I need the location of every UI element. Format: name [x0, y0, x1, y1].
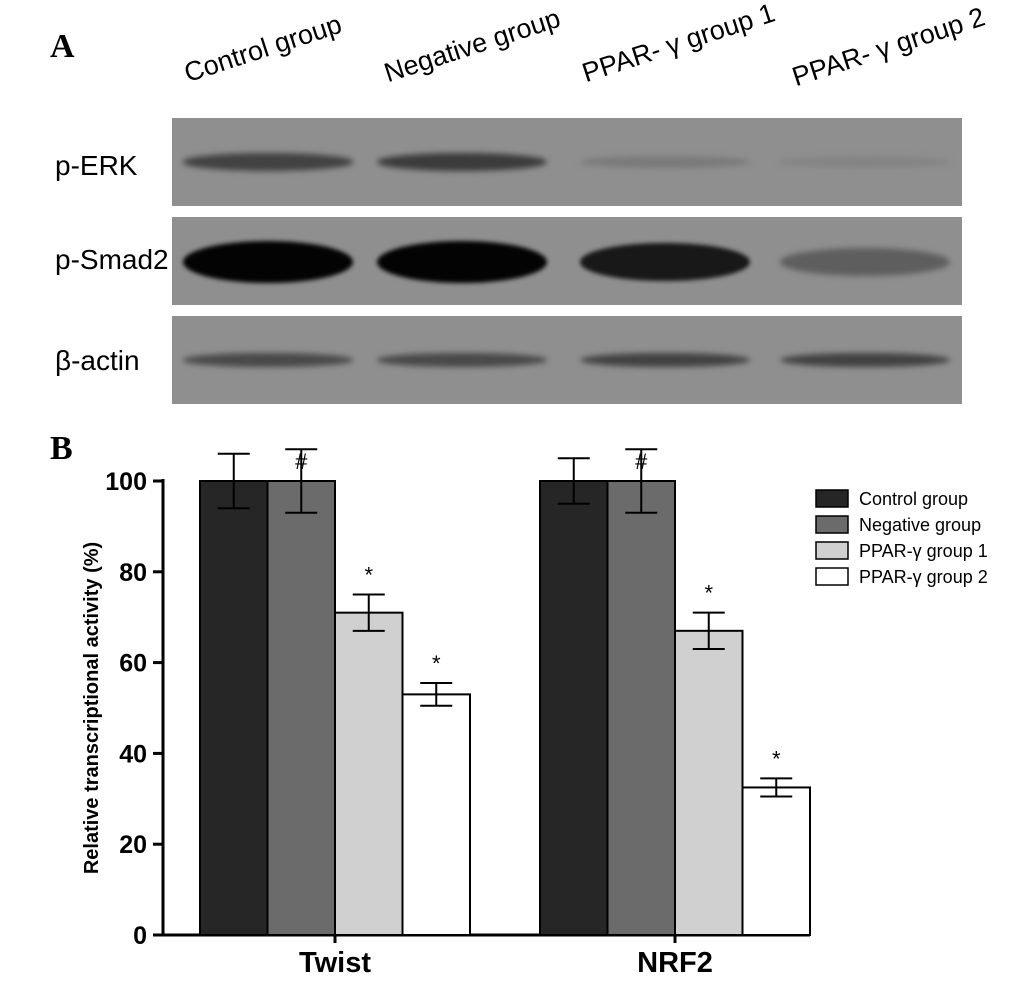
y-tick-label: 0	[133, 922, 147, 950]
blot-band	[780, 247, 950, 277]
x-category-label: NRF2	[637, 947, 713, 979]
blot-band	[377, 353, 547, 367]
blot-band	[780, 353, 950, 367]
y-tick-label: 20	[119, 831, 147, 859]
significance-mark: *	[364, 563, 373, 588]
panel-a-letter: A	[50, 28, 75, 65]
legend-label: Negative group	[859, 515, 981, 535]
significance-mark: *	[432, 651, 441, 676]
legend-swatch	[815, 489, 849, 508]
legend-swatch	[815, 515, 849, 534]
significance-mark: *	[704, 581, 713, 606]
panel-b-letter: B	[50, 430, 73, 467]
chart-bars: # * * # * *	[199, 448, 811, 937]
blot-band	[183, 153, 353, 171]
blot-band	[580, 353, 750, 367]
y-axis-label: Relative transcriptional activity (%)	[81, 542, 103, 874]
bar	[401, 693, 471, 936]
legend-label: Control group	[859, 489, 968, 509]
chart-legend: Control group Negative group PPAR-γ group …	[815, 489, 988, 587]
y-tick-label: 40	[119, 740, 147, 768]
blot-row-label-actin: β-actin	[55, 345, 140, 376]
blot-band	[377, 153, 547, 171]
significance-mark: *	[772, 746, 781, 771]
blot-band	[780, 156, 950, 168]
significance-mark: #	[295, 449, 308, 474]
y-tick-label: 80	[119, 559, 147, 587]
legend-swatch	[815, 567, 849, 586]
legend-swatch	[815, 541, 849, 560]
legend-label: PPAR-γ group 2	[859, 567, 988, 587]
bar	[606, 480, 676, 936]
blot-row-label-perk: p-ERK	[55, 150, 138, 181]
bar	[266, 480, 336, 936]
blot-row-label-psmad2: p-Smad2	[55, 244, 169, 275]
bar	[334, 611, 404, 936]
blot-band	[580, 242, 750, 282]
bar	[199, 480, 269, 936]
significance-mark: #	[635, 449, 648, 474]
bar	[539, 480, 609, 936]
bar	[741, 786, 811, 937]
blot-band	[183, 353, 353, 367]
x-category-label: Twist	[299, 947, 371, 979]
legend-label: PPAR-γ group 1	[859, 541, 988, 561]
blot-band	[580, 155, 750, 169]
blot-band	[183, 241, 353, 283]
bar	[674, 629, 744, 936]
y-tick-label: 100	[105, 468, 147, 496]
blot-band	[377, 241, 547, 283]
y-tick-label: 60	[119, 650, 147, 678]
